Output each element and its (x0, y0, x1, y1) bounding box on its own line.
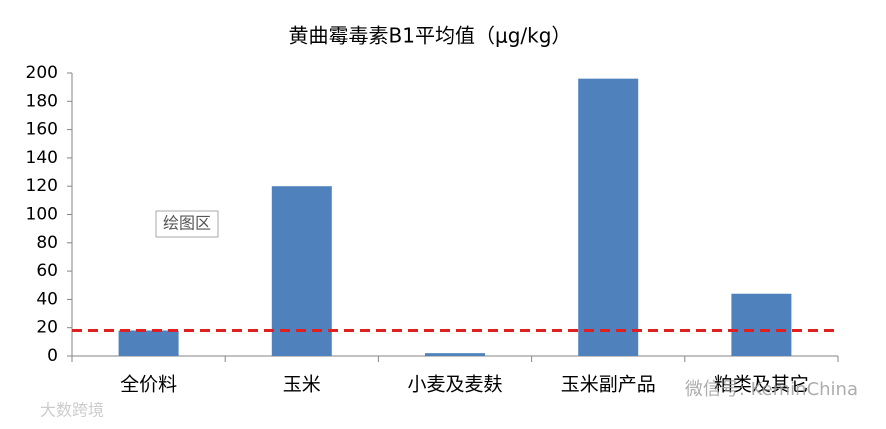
y-tick-label: 160 (26, 120, 58, 140)
x-tick-label: 玉米 (283, 374, 321, 396)
bar (118, 330, 179, 356)
chart-title: 黄曲霉毒素B1平均值（μg/kg） (289, 24, 572, 48)
y-tick-label: 100 (26, 205, 58, 225)
plot-area-tooltip-box (155, 210, 219, 238)
y-tick-label: 200 (26, 63, 58, 83)
bar (731, 293, 792, 356)
y-tick-label: 40 (36, 289, 58, 309)
bar (425, 353, 485, 356)
x-tick-label: 小麦及麦麸 (407, 374, 502, 396)
bar (578, 78, 639, 356)
y-tick-label: 180 (26, 91, 58, 111)
y-tick-label: 120 (26, 176, 58, 196)
x-tick-label: 粕类及其它 (714, 374, 809, 396)
x-tick-label: 玉米副产品 (561, 374, 656, 396)
y-tick-label: 60 (36, 261, 58, 281)
y-tick-label: 20 (36, 318, 58, 338)
x-tick-label: 全价料 (120, 374, 177, 396)
bar (271, 186, 332, 356)
y-tick-label: 140 (26, 148, 58, 168)
y-tick-label: 80 (36, 233, 58, 253)
plot-area-tooltip: 绘图区 (163, 214, 211, 233)
watermark: 微信号: KeminChina (685, 379, 858, 400)
watermark: 大数跨境 (40, 401, 104, 420)
y-tick-label: 0 (47, 346, 58, 366)
